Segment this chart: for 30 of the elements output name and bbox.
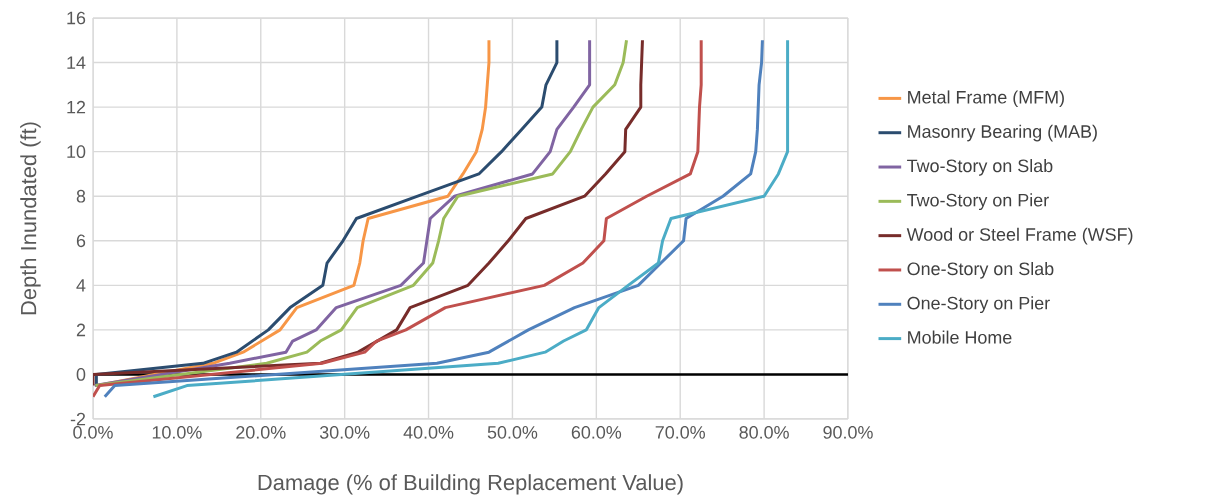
y-tick-label: 10 [67, 145, 86, 159]
y-tick-label: 2 [76, 323, 86, 337]
x-tick-label: 10.0% [152, 426, 202, 439]
legend-label: Wood or Steel Frame (WSF) [906, 227, 1133, 245]
x-tick-label: 70.0% [655, 426, 705, 439]
y-tick-label: 14 [67, 56, 86, 69]
x-tick-label: 90.0% [823, 426, 873, 439]
x-axis-title: Damage (% of Building Replacement Value) [258, 474, 683, 495]
y-tick-label: 4 [76, 279, 86, 292]
x-tick-label: 20.0% [236, 426, 286, 439]
x-tick-label: 0.0% [73, 426, 113, 439]
x-tick-label: 80.0% [739, 426, 789, 439]
legend-label: Masonry Bearing (MAB) [908, 124, 1097, 142]
y-tick-label: 16 [67, 11, 86, 25]
x-tick-label: 30.0% [319, 426, 370, 439]
legend-label: One-Story on Slab [907, 261, 1054, 279]
legend-label: Two-Story on Slab [907, 159, 1053, 176]
y-tick-label: 6 [76, 234, 86, 248]
legend-label: Mobile Home [908, 330, 1012, 344]
legend-label: Two-Story on Pier [907, 193, 1049, 211]
y-tick-label: 0 [76, 368, 86, 381]
x-tick-label: 50.0% [487, 426, 538, 439]
y-tick-label: 12 [67, 100, 86, 114]
y-tick-label: 8 [76, 189, 86, 203]
y-axis-title: Depth Inundated (ft) [20, 122, 41, 315]
y-tick-label: -2 [70, 412, 86, 426]
legend-label: Metal Frame (MFM) [908, 90, 1064, 108]
x-tick-label: 60.0% [571, 426, 622, 439]
x-tick-label: 40.0% [403, 426, 454, 439]
legend-label: One-Story on Pier [907, 296, 1050, 314]
